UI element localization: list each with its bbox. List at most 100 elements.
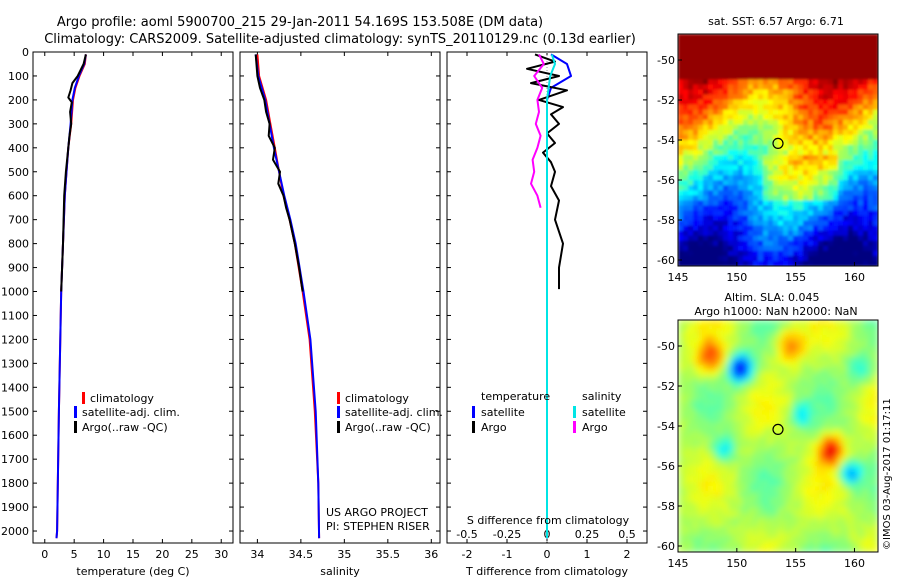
y-tick-label: 300 [8, 118, 29, 131]
heatmap-cell [703, 160, 709, 166]
heatmap-cell [678, 436, 684, 442]
heatmap-cell [838, 190, 844, 196]
heatmap-cell [818, 476, 824, 482]
heatmap-cell [848, 185, 854, 191]
heatmap-cell [808, 94, 814, 101]
heatmap-cell [718, 461, 724, 467]
y-tick-label: 800 [8, 238, 29, 251]
heatmap-cell [858, 190, 864, 196]
heatmap-cell [833, 370, 839, 377]
heatmap-cell [848, 380, 854, 387]
heatmap-cell [823, 521, 829, 528]
heatmap-cell [813, 340, 819, 346]
heatmap-cell [873, 49, 878, 55]
heatmap-cell [683, 360, 689, 366]
heatmap-cell [828, 190, 834, 196]
heatmap-cell [803, 49, 809, 55]
heatmap-cell [803, 39, 809, 45]
heatmap-cell [773, 210, 779, 217]
heatmap-cell [688, 320, 694, 326]
heatmap-cell [788, 144, 794, 151]
heatmap-cell [773, 235, 779, 242]
heatmap-cell [748, 260, 754, 266]
heatmap-cell [683, 390, 689, 397]
heatmap-cell [713, 150, 719, 156]
heatmap-cell [753, 541, 759, 548]
heatmap-cell [748, 405, 754, 412]
heatmap-cell [798, 230, 804, 237]
heatmap-cell [768, 441, 774, 447]
heatmap-cell [833, 516, 839, 523]
heatmap-cell [803, 466, 809, 472]
heatmap-cell [723, 380, 729, 387]
heatmap-cell [858, 481, 864, 488]
heatmap-cell [868, 385, 874, 392]
heatmap-cell [838, 415, 844, 422]
heatmap-cell [743, 345, 749, 351]
heatmap-cell [833, 215, 839, 222]
heatmap-cell [783, 185, 789, 191]
heatmap-cell [678, 476, 684, 482]
heatmap-cell [833, 144, 839, 151]
heatmap-cell [693, 506, 699, 513]
heatmap-cell [808, 84, 814, 91]
heatmap-cell [773, 441, 779, 447]
heatmap-cell [868, 215, 874, 222]
heatmap-cell [823, 491, 829, 498]
heatmap-cell [788, 190, 794, 196]
heatmap-cell [798, 39, 804, 45]
heatmap-cell [813, 34, 819, 40]
heatmap-cell [848, 245, 854, 252]
heatmap-cell [828, 210, 834, 217]
heatmap-cell [728, 255, 734, 262]
heatmap-cell [748, 395, 754, 402]
heatmap-cell [838, 380, 844, 387]
heatmap-cell [768, 89, 774, 96]
heatmap-cell [803, 541, 809, 548]
heatmap-cell [753, 139, 759, 146]
heatmap-cell [713, 185, 719, 191]
heatmap-cell [773, 180, 779, 186]
heatmap-cell [743, 521, 749, 528]
heatmap-cell [683, 541, 689, 548]
heatmap-cell [873, 170, 878, 176]
heatmap-cell [848, 200, 854, 207]
heatmap-cell [688, 541, 694, 548]
heatmap-cell [733, 99, 739, 106]
y-tick-label: 900 [8, 262, 29, 275]
heatmap-cell [823, 415, 829, 422]
heatmap-cell [703, 516, 709, 523]
heatmap-cell [798, 511, 804, 518]
heatmap-cell [833, 420, 839, 427]
heatmap-cell [853, 375, 859, 382]
heatmap-cell [733, 185, 739, 191]
heatmap-cell [703, 104, 709, 111]
heatmap-cell [833, 180, 839, 186]
heatmap-cell [793, 144, 799, 151]
heatmap-cell [818, 541, 824, 548]
heatmap-cell [758, 375, 764, 382]
heatmap-cell [693, 240, 699, 247]
heatmap-cell [858, 215, 864, 222]
heatmap-cell [738, 124, 744, 131]
heatmap-cell [688, 330, 694, 336]
heatmap-cell [783, 200, 789, 207]
heatmap-cell [753, 245, 759, 252]
heatmap-cell [858, 441, 864, 447]
heatmap-cell [803, 506, 809, 513]
heatmap-cell [688, 190, 694, 196]
heatmap-cell [778, 370, 784, 377]
heatmap-cell [793, 531, 799, 538]
heatmap-cell [838, 155, 844, 161]
heatmap-cell [693, 215, 699, 222]
heatmap-cell [838, 420, 844, 427]
heatmap-cell [778, 104, 784, 111]
heatmap-cell [733, 84, 739, 91]
heatmap-cell [733, 400, 739, 407]
heatmap-cell [733, 129, 739, 136]
heatmap-cell [788, 370, 794, 377]
heatmap-cell [848, 44, 854, 50]
heatmap-cell [863, 185, 869, 191]
heatmap-cell [813, 481, 819, 488]
heatmap-cell [803, 64, 809, 70]
